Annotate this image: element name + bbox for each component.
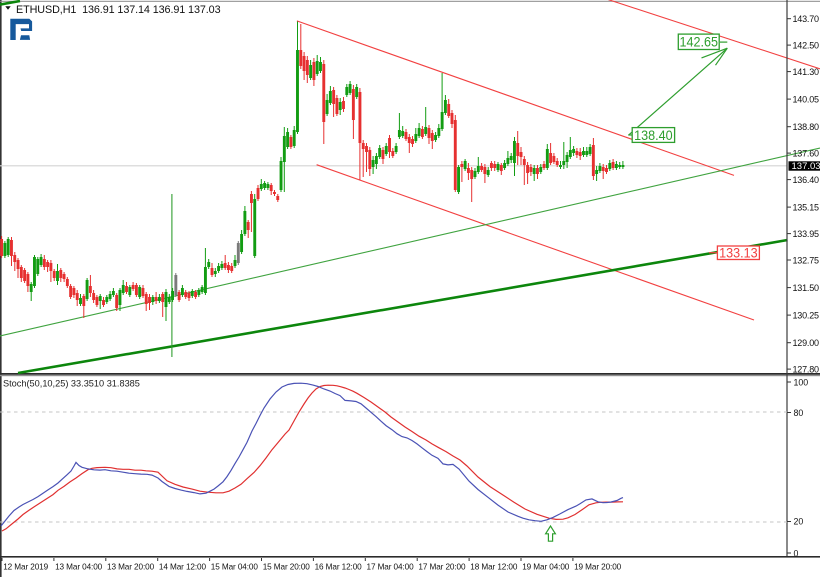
svg-text:138.40: 138.40 bbox=[634, 128, 673, 143]
svg-text:133.95: 133.95 bbox=[793, 229, 820, 239]
svg-text:130.25: 130.25 bbox=[793, 310, 820, 320]
svg-text:13 Mar 20:00: 13 Mar 20:00 bbox=[107, 563, 155, 572]
svg-text:135.15: 135.15 bbox=[793, 202, 820, 212]
svg-text:100: 100 bbox=[794, 378, 809, 388]
svg-text:142.65: 142.65 bbox=[680, 35, 719, 50]
svg-text:80: 80 bbox=[794, 408, 804, 418]
svg-text:141.30: 141.30 bbox=[793, 67, 820, 77]
svg-text:13 Mar 04:00: 13 Mar 04:00 bbox=[55, 563, 103, 572]
svg-text:15 Mar 20:00: 15 Mar 20:00 bbox=[263, 563, 311, 572]
svg-text:18 Mar 12:00: 18 Mar 12:00 bbox=[470, 563, 518, 572]
svg-text:17 Mar 20:00: 17 Mar 20:00 bbox=[418, 563, 466, 572]
svg-text:131.50: 131.50 bbox=[793, 283, 820, 293]
svg-text:143.70: 143.70 bbox=[793, 14, 820, 24]
svg-text:15 Mar 04:00: 15 Mar 04:00 bbox=[211, 563, 259, 572]
svg-text:16 Mar 12:00: 16 Mar 12:00 bbox=[315, 563, 363, 572]
svg-text:Stoch(50,10,25) 33.3510 31.838: Stoch(50,10,25) 33.3510 31.8385 bbox=[3, 379, 140, 389]
svg-text:140.05: 140.05 bbox=[793, 94, 820, 104]
svg-text:0: 0 bbox=[794, 549, 799, 559]
svg-text:12 Mar 2019: 12 Mar 2019 bbox=[3, 563, 48, 572]
svg-text:137.03: 137.03 bbox=[792, 161, 820, 172]
svg-text:136.40: 136.40 bbox=[793, 175, 820, 185]
svg-text:127.80: 127.80 bbox=[793, 364, 820, 374]
svg-text:132.75: 132.75 bbox=[793, 255, 820, 265]
svg-text:19 Mar 04:00: 19 Mar 04:00 bbox=[522, 563, 570, 572]
svg-text:138.80: 138.80 bbox=[793, 122, 820, 132]
svg-text:ETHUSD,H1 136.91 137.14 136.9: ETHUSD,H1 136.91 137.14 136.91 137.03 bbox=[16, 4, 221, 16]
svg-text:142.50: 142.50 bbox=[793, 40, 820, 50]
svg-text:20: 20 bbox=[794, 517, 804, 527]
svg-text:137.60: 137.60 bbox=[793, 148, 820, 158]
svg-text:19 Mar 20:00: 19 Mar 20:00 bbox=[574, 563, 622, 572]
svg-text:14 Mar 12:00: 14 Mar 12:00 bbox=[159, 563, 207, 572]
svg-text:129.00: 129.00 bbox=[793, 338, 820, 348]
svg-text:133.13: 133.13 bbox=[719, 246, 758, 261]
svg-text:17 Mar 04:00: 17 Mar 04:00 bbox=[367, 563, 415, 572]
